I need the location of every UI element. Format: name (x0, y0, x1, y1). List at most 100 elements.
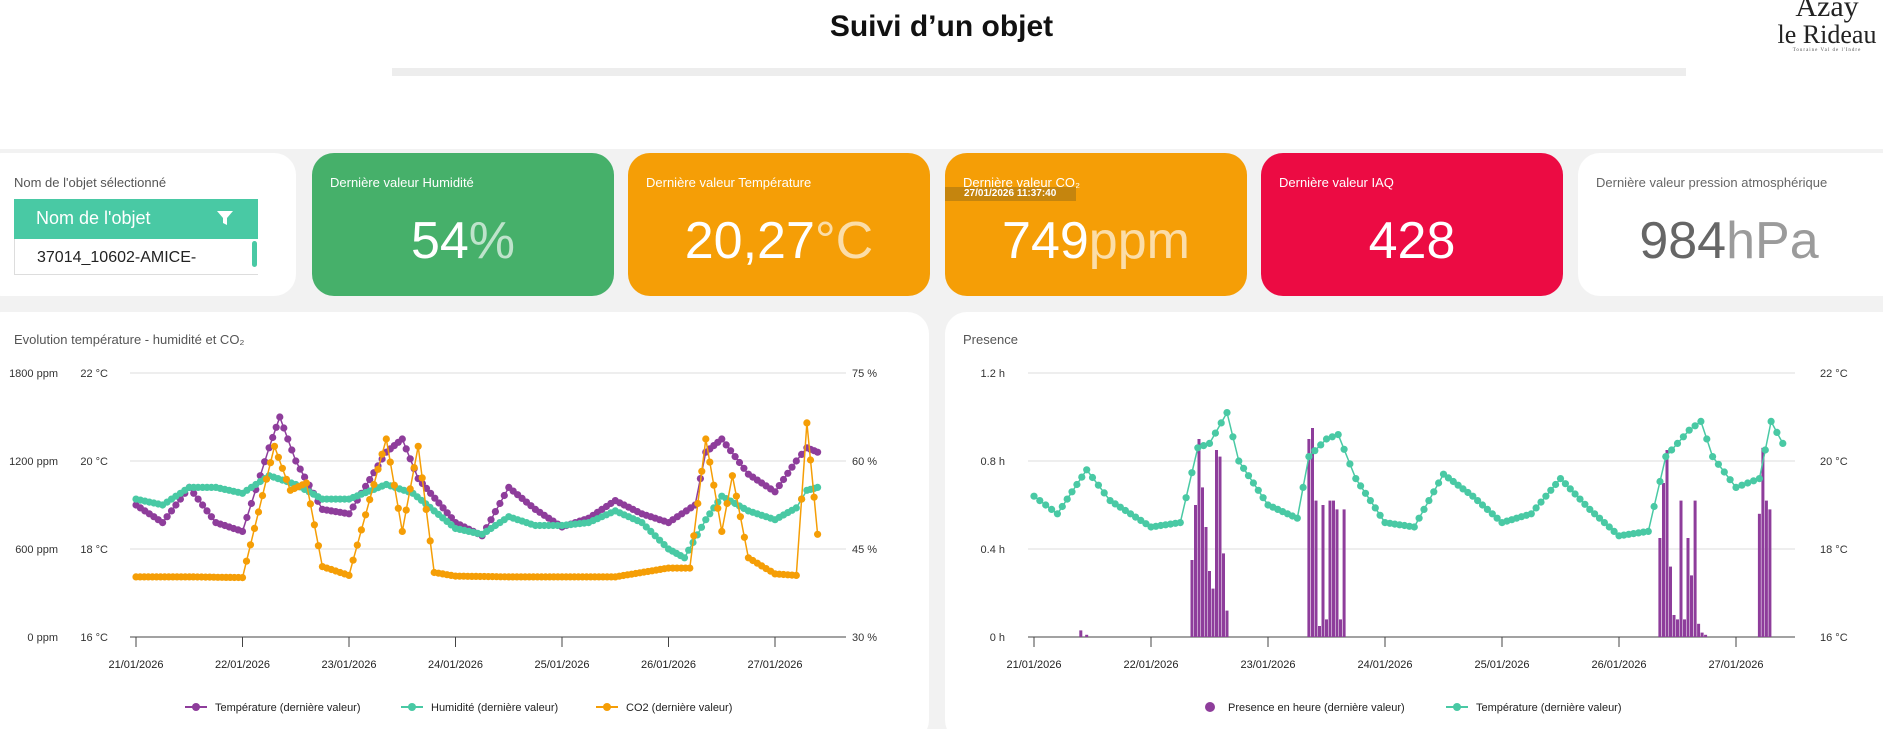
x-tick-label: 21/01/2026 (1006, 659, 1061, 671)
data-point (1595, 514, 1604, 522)
data-point (702, 435, 710, 443)
logo-line1: Azay (1795, 0, 1859, 23)
data-point (203, 507, 211, 515)
data-point (1068, 488, 1076, 496)
data-point (1650, 502, 1658, 511)
data-point (1738, 481, 1746, 489)
data-point (345, 571, 353, 579)
data-point (1361, 489, 1370, 497)
data-point (1328, 433, 1336, 441)
presence-bar (1218, 456, 1222, 637)
data-point (167, 507, 176, 515)
data-point (718, 435, 726, 443)
data-point (258, 492, 267, 500)
presence-bar (1311, 428, 1314, 637)
data-point (1464, 488, 1472, 497)
data-point (728, 472, 737, 480)
data-point (491, 508, 499, 516)
x-tick-label: 27/01/2026 (1708, 659, 1763, 671)
object-list-scrollbar[interactable] (252, 241, 257, 267)
data-point (660, 541, 668, 549)
data-point (1305, 453, 1313, 461)
data-point (1229, 433, 1237, 441)
data-point (418, 474, 426, 482)
object-filter-header[interactable]: Nom de l'objet (14, 199, 258, 239)
data-point (1679, 433, 1687, 441)
data-point (1527, 510, 1535, 518)
presence-bar (1201, 487, 1204, 637)
logo-line3: Touraine Val de l'Indre (1792, 48, 1862, 53)
data-point (1371, 504, 1379, 512)
series-line (1033, 410, 1784, 537)
data-point (727, 447, 735, 455)
data-point (1340, 445, 1348, 453)
data-point (1566, 485, 1574, 493)
app-header: Suivi d’un objet Azay le Rideau Touraine… (0, 0, 1883, 68)
humidity-value: 54 (410, 212, 469, 270)
data-point (296, 465, 304, 473)
legend-swatch-dot (1205, 702, 1215, 712)
presence-bar (1683, 619, 1686, 637)
axis-tick-label: 0 h (990, 632, 1005, 644)
data-point (1586, 505, 1594, 513)
data-point (1235, 457, 1243, 465)
data-point (771, 488, 779, 496)
data-point (814, 448, 822, 456)
axis-tick-label: 1200 ppm (9, 456, 58, 468)
data-point (810, 493, 818, 501)
data-point (1063, 495, 1071, 503)
data-point (414, 442, 422, 450)
presence-bar (1679, 500, 1683, 637)
data-point (1176, 519, 1184, 527)
data-point (1249, 479, 1257, 487)
data-point (1430, 488, 1438, 496)
data-point (1600, 519, 1608, 527)
data-point (735, 458, 744, 467)
data-point (422, 484, 431, 492)
presence-bar (1669, 566, 1672, 637)
data-point (422, 505, 430, 513)
presence-bar (1761, 447, 1765, 637)
data-point (1493, 514, 1501, 522)
presence-bar (1697, 623, 1701, 637)
data-point (1223, 409, 1231, 417)
object-selector-card: Nom de l'objet sélectionné Nom de l'obje… (0, 153, 296, 296)
object-list-item[interactable]: 37014_10602-AMICE- (14, 239, 258, 275)
data-point (722, 441, 730, 449)
presence-bar (1222, 553, 1225, 637)
data-point (270, 442, 279, 450)
evolution-chart-panel: Evolution température - humidité et CO₂ … (0, 312, 929, 729)
data-point (1488, 510, 1496, 518)
data-point (1083, 466, 1091, 474)
axis-tick-label: 16 °C (1820, 632, 1848, 644)
data-point (1773, 428, 1781, 436)
data-point (362, 511, 370, 519)
data-point (439, 504, 447, 512)
data-point (1357, 482, 1365, 490)
data-point (1576, 495, 1584, 503)
x-tick-label: 24/01/2026 (428, 659, 483, 671)
co2-label: Dernière valeur CO₂ (963, 175, 1081, 190)
presence-bar (1690, 575, 1693, 637)
presence-bar (1325, 619, 1328, 637)
x-tick-label: 24/01/2026 (1357, 659, 1412, 671)
data-point (1254, 486, 1262, 494)
data-point (282, 475, 290, 483)
co2-unit: ppm (1088, 212, 1190, 270)
data-point (775, 482, 783, 490)
filter-icon[interactable] (216, 209, 234, 227)
axis-tick-label: 1800 ppm (9, 368, 58, 380)
data-point (1352, 475, 1360, 483)
data-point (1720, 468, 1728, 476)
pressure-value-row: 984hPa (1578, 211, 1880, 271)
data-point (697, 523, 706, 531)
data-point (1137, 516, 1145, 524)
data-point (378, 450, 386, 458)
data-point (159, 519, 167, 527)
data-point (500, 491, 508, 500)
data-point (1685, 426, 1693, 434)
data-point (1053, 510, 1061, 518)
axis-tick-label: 22 °C (80, 368, 108, 380)
data-point (1537, 498, 1545, 506)
x-tick-label: 22/01/2026 (215, 659, 270, 671)
